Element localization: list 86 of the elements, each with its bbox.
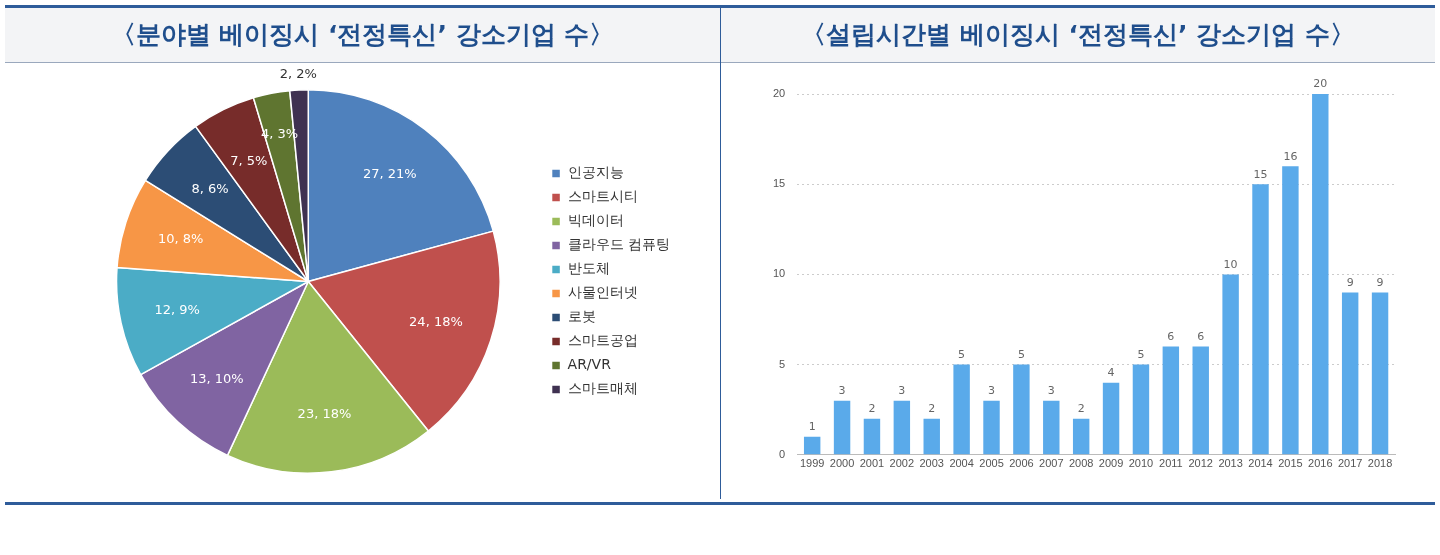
data-label: 2 (928, 402, 936, 416)
data-label: 15 (1253, 167, 1268, 181)
legend-label: 스마트매체 (567, 380, 638, 397)
data-label: 4 (1107, 366, 1115, 379)
y-tick-label: 0 (779, 447, 786, 460)
legend-label: 스마트시티 (567, 188, 638, 205)
data-label: 5 (1017, 347, 1025, 361)
bar (1043, 400, 1060, 455)
bar (1312, 94, 1329, 455)
y-tick-label: 20 (772, 87, 786, 100)
x-tick-label: 2011 (1159, 457, 1183, 470)
x-tick-label: 2005 (979, 457, 1004, 470)
data-label: 10, 8% (157, 231, 204, 247)
data-label: 24, 18% (409, 314, 463, 330)
bar (1072, 418, 1090, 455)
x-tick-label: 2015 (1278, 457, 1303, 470)
y-tick-label: 15 (772, 177, 786, 190)
data-label: 2 (1077, 402, 1085, 416)
legend-label: 클라우드 컴퓨팅 (567, 236, 670, 253)
legend-label: 로봇 (567, 308, 596, 325)
data-label: 6 (1167, 329, 1175, 343)
x-tick-label: 2001 (859, 457, 885, 470)
bar (1013, 364, 1030, 455)
bar (953, 364, 970, 455)
data-label: 20 (1313, 77, 1328, 91)
bar (1162, 346, 1180, 455)
data-label: 5 (958, 347, 966, 361)
bar (1132, 364, 1150, 455)
legend-label: 스마트공업 (567, 332, 638, 349)
data-label: 7, 5% (230, 152, 268, 168)
x-tick-label: 2000 (829, 457, 855, 470)
data-label: 3 (898, 384, 906, 398)
bar (1252, 184, 1269, 455)
data-label: 16 (1283, 149, 1298, 163)
data-label: 9 (1376, 275, 1384, 289)
data-label: 12, 9% (154, 301, 200, 317)
data-label: 23, 18% (297, 406, 352, 422)
legend-label: AR/VR (567, 356, 612, 373)
data-label: 9 (1346, 275, 1354, 289)
x-tick-label: 2012 (1188, 457, 1213, 470)
data-label: 3 (1047, 384, 1055, 398)
data-label: 8, 6% (191, 181, 229, 197)
data-label: 10 (1223, 257, 1238, 271)
data-label: 6 (1197, 329, 1205, 343)
legend-label: 사물인터넷 (567, 284, 638, 301)
x-tick-label: 2010 (1128, 457, 1154, 470)
x-tick-label: 2017 (1337, 457, 1363, 470)
x-tick-label: 2008 (1068, 457, 1094, 470)
bar (1371, 292, 1389, 455)
data-label: 13, 10% (190, 371, 244, 387)
bar (983, 400, 1000, 455)
x-tick-label: 2009 (1098, 457, 1124, 470)
bar (1222, 274, 1239, 455)
x-tick-label: 2004 (949, 457, 974, 470)
bar (1341, 292, 1359, 455)
bar (803, 436, 821, 455)
bar (863, 418, 881, 455)
x-tick-label: 2003 (919, 457, 944, 470)
x-tick-label: 2007 (1039, 457, 1064, 470)
legend-label: 인공지능 (567, 164, 624, 181)
data-label: 2 (868, 402, 876, 416)
chart-title: 〈설립시간별 베이징시 ‘전정특신’ 강소기업 수〉 (721, 8, 1435, 63)
data-label: 1 (808, 420, 816, 434)
chart-title: 〈분야별 베이징시 ‘전정특신’ 강소기업 수〉 (5, 8, 720, 63)
x-tick-label: 2006 (1009, 457, 1034, 470)
legend-label: 반도체 (567, 260, 610, 277)
data-label: 5 (1137, 347, 1145, 361)
x-tick-label: 2014 (1248, 457, 1273, 470)
bar (833, 400, 851, 455)
y-tick-label: 10 (772, 267, 786, 280)
bar (1282, 166, 1299, 455)
bar (893, 400, 911, 455)
y-tick-label: 5 (779, 357, 786, 370)
x-tick-label: 2018 (1367, 457, 1393, 470)
x-tick-label: 2013 (1218, 457, 1243, 470)
x-tick-label: 2002 (889, 457, 915, 470)
data-label: 27, 21% (362, 166, 417, 182)
x-tick-label: 1999 (799, 457, 825, 470)
data-label: 2, 2% (279, 66, 317, 82)
legend-label: 빅데이터 (567, 212, 624, 229)
data-label: 3 (838, 384, 846, 398)
x-tick-label: 2016 (1308, 457, 1333, 470)
bar (1192, 346, 1209, 455)
bar (923, 418, 940, 455)
bar (1102, 382, 1120, 455)
data-label: 3 (988, 384, 996, 398)
